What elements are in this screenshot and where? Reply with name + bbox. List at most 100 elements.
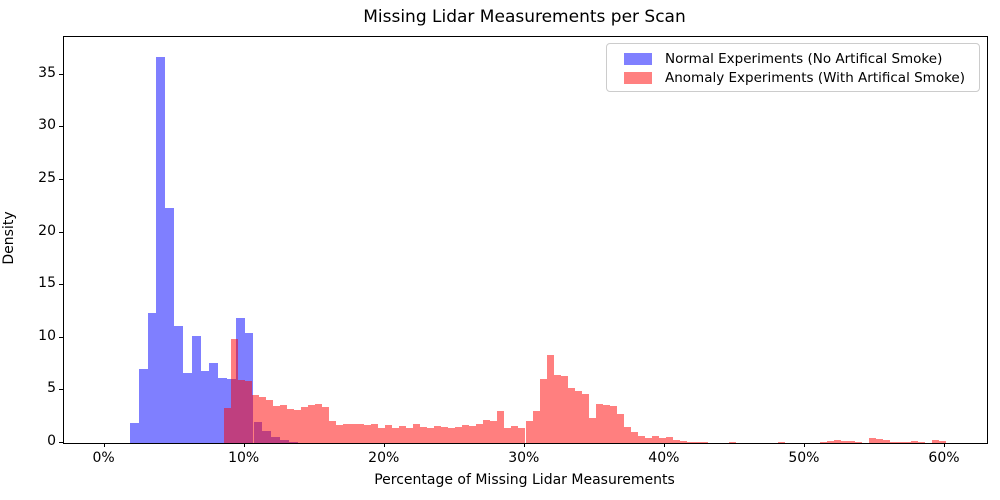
histogram-bar xyxy=(238,379,246,443)
histogram-bar xyxy=(938,440,946,443)
histogram-bar xyxy=(497,411,505,443)
x-tick-mark xyxy=(523,443,525,447)
y-tick-label: 10 xyxy=(38,327,56,344)
histogram-bar xyxy=(504,428,512,443)
histogram-bar xyxy=(280,405,288,443)
histogram-bar xyxy=(441,427,449,443)
histogram-bar xyxy=(672,439,680,443)
series-layer-1 xyxy=(64,37,987,443)
histogram-bar xyxy=(728,441,736,443)
histogram-bar xyxy=(336,425,344,443)
histogram-bar xyxy=(200,371,210,443)
histogram-bar xyxy=(399,426,407,443)
histogram-bar xyxy=(448,428,456,443)
histogram-bar xyxy=(476,424,484,443)
histogram-bar xyxy=(518,428,526,443)
histogram-bar xyxy=(165,208,175,443)
y-tick-mark xyxy=(59,284,63,286)
histogram-bar xyxy=(483,419,491,443)
histogram-bar xyxy=(630,432,638,443)
histogram-bar xyxy=(637,435,645,443)
histogram-bar xyxy=(259,396,267,443)
histogram-bar xyxy=(455,427,463,443)
x-tick-label: 30% xyxy=(508,450,540,466)
y-tick-mark xyxy=(59,73,63,75)
histogram-bar xyxy=(700,441,708,443)
x-tick-label: 50% xyxy=(788,450,820,466)
legend-entry-anomaly: Anomaly Experiments (With Artifical Smok… xyxy=(617,68,969,87)
chart-title: Missing Lidar Measurements per Scan xyxy=(363,7,686,27)
histogram-bar xyxy=(525,420,533,443)
histogram-bar xyxy=(581,393,589,443)
y-tick-label: 0 xyxy=(47,433,56,449)
x-tick-label: 60% xyxy=(928,450,960,466)
histogram-bar xyxy=(371,424,379,443)
histogram-bar xyxy=(910,440,918,443)
histogram-bar xyxy=(329,420,337,443)
y-tick-mark xyxy=(59,126,63,128)
histogram-bar xyxy=(553,374,561,443)
histogram-bar xyxy=(174,326,183,443)
histogram-bar xyxy=(595,404,603,443)
histogram-bar xyxy=(469,426,477,443)
histogram-bar xyxy=(406,428,414,443)
histogram-bar xyxy=(882,439,890,443)
histogram-bar xyxy=(854,441,862,443)
histogram-bar xyxy=(364,425,372,443)
histogram-bar xyxy=(129,423,139,443)
x-tick-mark xyxy=(663,443,665,447)
y-tick-mark xyxy=(59,336,63,338)
histogram-bar xyxy=(546,354,554,443)
histogram-bar xyxy=(896,441,904,443)
histogram-bar xyxy=(623,427,631,443)
histogram-bar xyxy=(560,375,568,443)
x-tick-mark xyxy=(803,443,805,447)
histogram-bar xyxy=(931,439,939,443)
x-tick-label: 40% xyxy=(648,450,680,466)
x-tick-mark xyxy=(383,443,385,447)
histogram-bar xyxy=(245,380,253,443)
histogram-bar xyxy=(191,335,201,443)
histogram-bar xyxy=(658,437,666,443)
histogram-bar xyxy=(357,424,365,443)
histogram-bar xyxy=(156,57,166,443)
histogram-bar xyxy=(567,388,575,443)
histogram-bar xyxy=(889,441,897,443)
histogram-bar xyxy=(868,437,876,443)
x-tick-mark xyxy=(243,443,245,447)
histogram-bar xyxy=(917,441,925,443)
y-tick-mark xyxy=(59,389,63,391)
legend-label-anomaly: Anomaly Experiments (With Artifical Smok… xyxy=(665,69,965,86)
histogram-bar xyxy=(574,391,582,443)
histogram-bar xyxy=(287,409,295,443)
histogram-bar xyxy=(308,405,316,443)
histogram-bar xyxy=(378,428,386,443)
histogram-bar xyxy=(343,424,351,443)
legend-label-normal: Normal Experiments (No Artifical Smoke) xyxy=(665,50,943,67)
histogram-bar xyxy=(147,312,157,443)
histogram-bar xyxy=(588,417,596,443)
y-tick-label: 25 xyxy=(38,170,56,187)
histogram-bar xyxy=(840,440,848,443)
histogram-bar xyxy=(777,441,785,443)
histogram-bar xyxy=(826,440,834,443)
histogram-bar xyxy=(385,425,393,443)
histogram-bar xyxy=(490,420,498,443)
histogram-bar xyxy=(138,369,148,443)
histogram-bar xyxy=(350,424,358,443)
histogram-bar xyxy=(315,404,323,443)
histogram-bar xyxy=(420,427,428,443)
histogram-bar xyxy=(903,441,911,443)
histogram-bar xyxy=(224,408,232,443)
y-tick-label: 20 xyxy=(38,222,56,239)
histogram-bar xyxy=(434,426,442,443)
histogram-bar xyxy=(532,411,540,443)
histogram-bar xyxy=(218,377,228,443)
histogram-bar xyxy=(819,441,827,443)
plot-area xyxy=(63,36,988,444)
histogram-bar xyxy=(231,338,239,443)
y-tick-label: 30 xyxy=(38,117,56,134)
histogram-bar xyxy=(833,439,841,443)
histogram-bar xyxy=(322,407,330,443)
